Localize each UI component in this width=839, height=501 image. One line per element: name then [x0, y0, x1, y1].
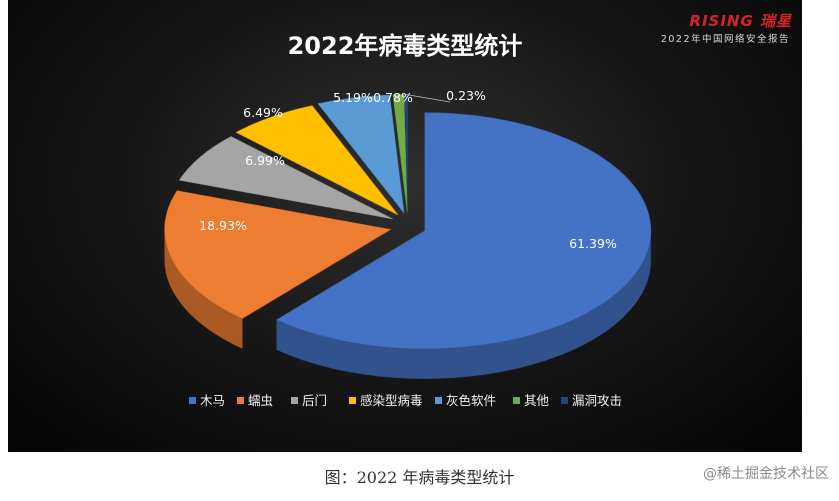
legend: 木马 蠕虫 后门 感染型病毒 灰色软件 其他 漏洞攻击: [189, 393, 622, 408]
chart-panel: 2022年病毒类型统计 61.39% 18.93% 6.99% 6.49% 5.19% 0…: [8, 0, 802, 452]
legend-swatch-5: [513, 397, 520, 404]
data-label-5: 0.78%: [373, 90, 413, 105]
legend-label-1: 蠕虫: [248, 393, 273, 408]
data-label-0: 61.39%: [569, 236, 617, 251]
legend-swatch-4: [435, 397, 442, 404]
legend-swatch-2: [291, 397, 298, 404]
legend-swatch-0: [189, 397, 196, 404]
data-label-3: 6.49%: [243, 105, 283, 120]
legend-swatch-6: [561, 397, 568, 404]
pie-slice-1: [164, 190, 392, 319]
pie-slice-2: [178, 136, 393, 220]
data-label-1: 18.93%: [199, 218, 247, 233]
pie-slice-4: [317, 94, 405, 214]
brand-logo: RISING 瑞星: [689, 12, 792, 30]
data-label-4: 5.19%: [333, 90, 373, 105]
pie-slice-3: [235, 105, 399, 216]
data-labels-group: 61.39% 18.93% 6.99% 6.49% 5.19% 0.78% 0.23%: [199, 88, 617, 251]
legend-label-6: 漏洞攻击: [572, 393, 622, 408]
figure-caption: 图：2022 年病毒类型统计: [324, 468, 515, 487]
legend-swatch-1: [237, 397, 244, 404]
legend-label-2: 后门: [302, 393, 327, 408]
pie-slice-0: [275, 112, 652, 350]
data-label-6: 0.23%: [446, 88, 486, 103]
legend-label-3: 感染型病毒: [360, 393, 423, 408]
chart-title: 2022年病毒类型统计: [288, 32, 523, 60]
pie-slice-5: [392, 94, 408, 213]
data-label-2: 6.99%: [245, 153, 285, 168]
leader-line-6: [406, 94, 451, 103]
pie-chart: 2022年病毒类型统计 61.39%18.93%6.99%6.49%5.19% 0…: [164, 32, 652, 408]
legend-swatch-3: [349, 397, 356, 404]
legend-label-0: 木马: [200, 393, 225, 408]
slices-group: [164, 94, 652, 379]
legend-label-5: 其他: [524, 393, 550, 408]
site-watermark: @稀土掘金技术社区: [703, 466, 829, 482]
brand-subtitle: 2022年中国网络安全报告: [660, 34, 790, 45]
legend-label-4: 灰色软件: [446, 393, 496, 408]
